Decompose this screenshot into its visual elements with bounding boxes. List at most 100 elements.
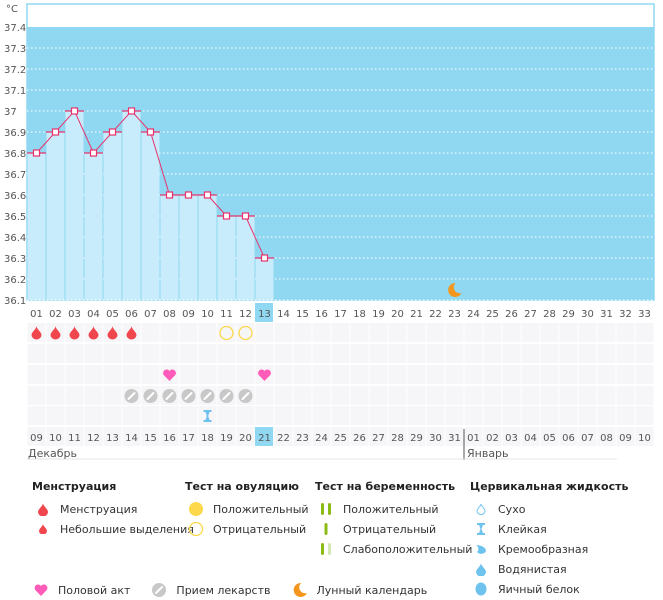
date-cell	[445, 427, 464, 446]
current-day-highlight	[255, 303, 273, 322]
moon-icon	[289, 583, 311, 597]
symptom-cell	[198, 365, 217, 384]
symptom-cell	[426, 323, 445, 342]
symptom-cell	[616, 344, 635, 363]
blood-drop-icon	[50, 326, 61, 340]
symptom-cell	[502, 323, 521, 342]
symptom-cell	[578, 365, 597, 384]
pill-stripe	[165, 392, 174, 400]
bbt-chart: °C 37.4 37.3 37.2 37.1 37 36.9 36.8 36.7 36.6 36.5…	[4, 3, 655, 460]
today-date-highlight	[255, 427, 273, 446]
calendar-date-label: 01	[467, 433, 480, 444]
symptom-cell	[578, 344, 597, 363]
ovulation-negative-icon	[219, 325, 234, 341]
ovulation-negative-icon	[238, 325, 253, 341]
symptom-cell	[502, 344, 521, 363]
symptom-cell	[103, 365, 122, 384]
temperature-bar	[255, 258, 274, 300]
symptom-cell	[141, 365, 160, 384]
symptom-cell	[445, 386, 464, 405]
legend-item-medication: Прием лекарств	[148, 580, 271, 600]
symptom-cell	[27, 406, 46, 425]
blood-drop-icon	[88, 326, 99, 340]
symptom-cell	[46, 386, 65, 405]
symptom-cell	[65, 365, 84, 384]
symptom-cell	[65, 344, 84, 363]
symptom-cell	[179, 344, 198, 363]
calendar-date-label: 06	[562, 433, 575, 444]
creamy-drop-icon	[470, 543, 492, 555]
symptom-cell	[46, 365, 65, 384]
calendar-date-label: 09	[619, 433, 632, 444]
calendar-date-label: 04	[524, 433, 537, 444]
y-tick-label: 37.2	[4, 65, 26, 76]
date-cell	[635, 427, 654, 446]
symptom-cell	[559, 406, 578, 425]
hourglass-icon	[470, 523, 492, 535]
calendar-date-label: 09	[30, 433, 43, 444]
calendar-date-label: 08	[600, 433, 613, 444]
temperature-bar	[236, 216, 255, 300]
symptom-cell	[540, 323, 559, 342]
temperature-bar	[217, 216, 236, 300]
symptom-cell	[84, 344, 103, 363]
symptom-cell	[255, 406, 274, 425]
symptom-cell	[331, 344, 350, 363]
symptom-cell	[27, 365, 46, 384]
symptom-cell	[160, 406, 179, 425]
y-tick-label: 37.3	[4, 44, 26, 55]
symptom-cell	[635, 365, 654, 384]
cycle-day-label: 30	[581, 309, 594, 320]
temperature-point	[89, 149, 98, 157]
cycle-day-label: 14	[277, 309, 290, 320]
y-tick-label: 36.9	[4, 128, 26, 139]
symptom-cell	[312, 323, 331, 342]
two-lines-icon	[315, 503, 337, 515]
symptom-cell	[635, 323, 654, 342]
symptom-cell	[540, 344, 559, 363]
cycle-day-label: 29	[562, 309, 575, 320]
cycle-day-label: 27	[524, 309, 537, 320]
heart-icon	[30, 584, 52, 596]
symptom-cell	[521, 386, 540, 405]
symptom-cell	[350, 406, 369, 425]
symptom-cell	[502, 406, 521, 425]
symptom-cell	[597, 344, 616, 363]
y-tick-label: 36.6	[4, 191, 26, 202]
symptom-cell	[255, 344, 274, 363]
cycle-day-label: 28	[543, 309, 556, 320]
temperature-bar	[84, 153, 103, 300]
cycle-day-label: 09	[182, 309, 195, 320]
symptom-cell	[141, 406, 160, 425]
legend-item-pregnancy-positive: Положительный	[315, 499, 472, 519]
date-cell	[293, 427, 312, 446]
symptom-cell	[122, 406, 141, 425]
pill-stripe	[203, 392, 212, 400]
symptom-cell	[559, 386, 578, 405]
symptom-cell	[46, 406, 65, 425]
symptom-cell	[274, 386, 293, 405]
symptom-cell	[217, 365, 236, 384]
symptom-cell	[369, 323, 388, 342]
date-cell	[103, 427, 122, 446]
symptom-cell	[483, 406, 502, 425]
symptom-cell	[407, 323, 426, 342]
legend-pregnancy: Тест на беременность Положительный Отриц…	[315, 480, 472, 559]
cycle-day-label: 20	[391, 309, 404, 320]
y-tick-label: 36.3	[4, 254, 26, 265]
calendar-date-label: 16	[163, 433, 176, 444]
symptom-cell	[597, 406, 616, 425]
symptom-cell	[350, 323, 369, 342]
temperature-bar	[122, 111, 141, 300]
calendar-date-label: 31	[448, 433, 461, 444]
date-cell	[426, 427, 445, 446]
symptom-cell	[103, 386, 122, 405]
cycle-day-label: 01	[30, 309, 43, 320]
symptom-cell	[540, 386, 559, 405]
symptom-cell	[312, 386, 331, 405]
symptom-cell	[388, 365, 407, 384]
legend-item-spotting: Небольшие выделения	[32, 519, 194, 539]
symptom-cell	[179, 406, 198, 425]
calendar-date-label: 22	[277, 433, 290, 444]
symptom-cell	[293, 365, 312, 384]
